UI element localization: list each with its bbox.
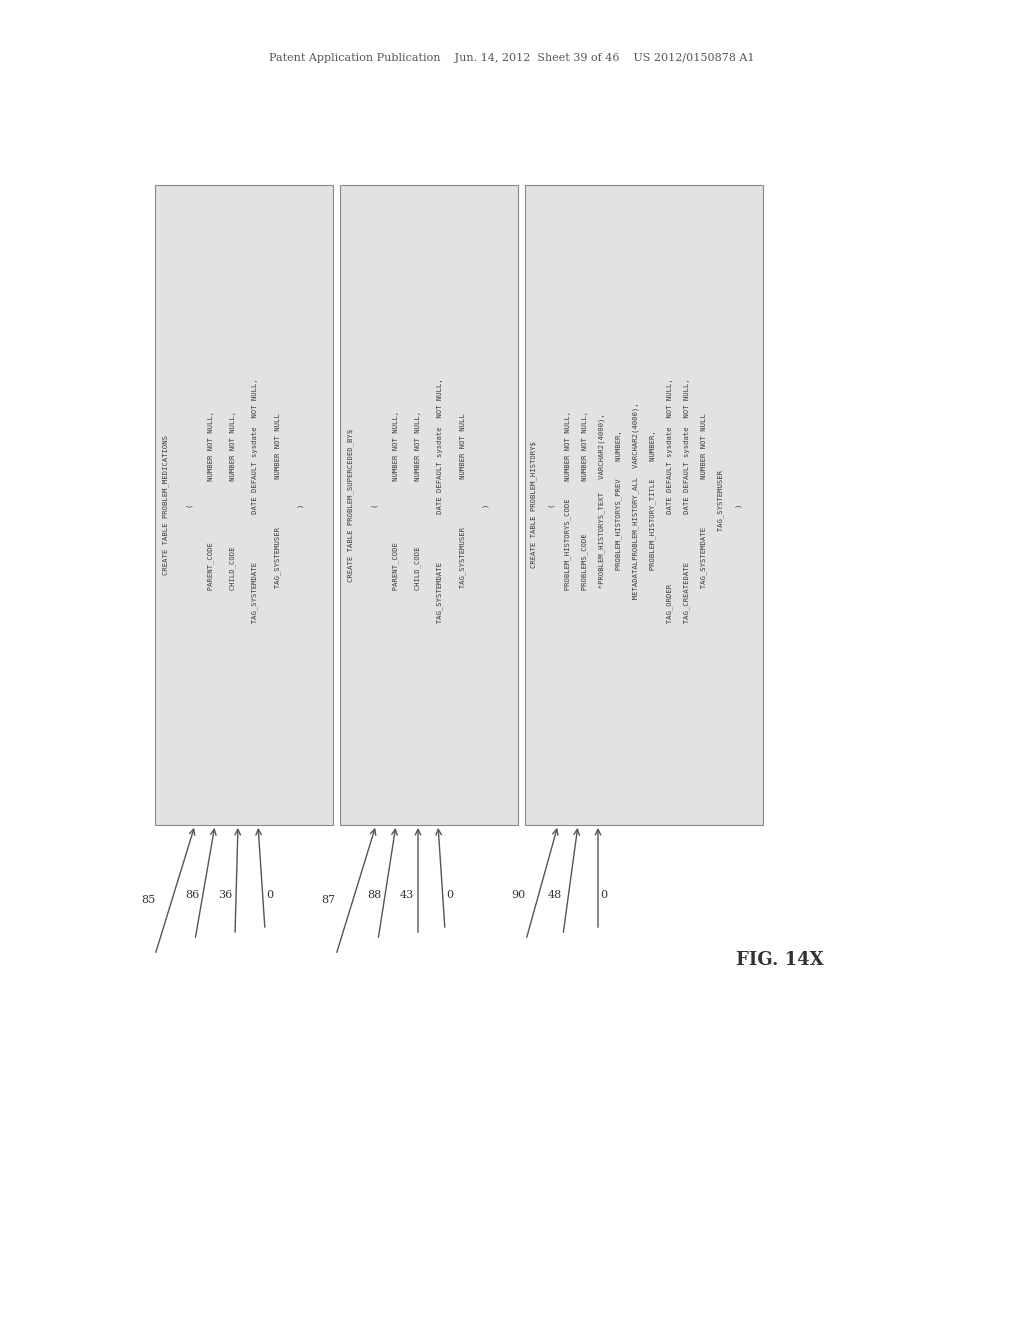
Text: TAG_SYSTEMDATE           NUMBER NOT NULL: TAG_SYSTEMDATE NUMBER NOT NULL [700,413,707,597]
Text: PARENT_CODE              NUMBER NOT NULL,: PARENT_CODE NUMBER NOT NULL, [392,411,399,599]
Bar [155,185,333,825]
Text: 36: 36 [218,890,232,900]
Text: FIG. 14X: FIG. 14X [736,950,824,969]
Text: PROBLEM_HISTORY_TITLE    NUMBER,: PROBLEM_HISTORY_TITLE NUMBER, [649,430,655,579]
Text: CHILD_CODE               NUMBER NOT NULL,: CHILD_CODE NUMBER NOT NULL, [415,411,421,599]
Text: (: ( [370,503,377,507]
Text: PROBLEM_HISTORYS_CODE    NUMBER NOT NULL,: PROBLEM_HISTORYS_CODE NUMBER NOT NULL, [564,411,570,599]
Bar [340,185,518,825]
Text: METADATALPROBLEM_HISTORY_ALL  VARCHAR2(4000),: METADATALPROBLEM_HISTORY_ALL VARCHAR2(40… [632,403,639,607]
Text: CHILD_CODE               NUMBER NOT NULL,: CHILD_CODE NUMBER NOT NULL, [229,411,237,599]
Text: 90: 90 [511,890,525,900]
Text: PARENT_CODE              NUMBER NOT NULL,: PARENT_CODE NUMBER NOT NULL, [207,411,214,599]
Text: TAG_SYSTEMUSER           NUMBER NOT NULL: TAG_SYSTEMUSER NUMBER NOT NULL [274,413,281,597]
Text: TAG_SYSTEMUSER: TAG_SYSTEMUSER [717,470,724,540]
Text: 48: 48 [548,890,562,900]
Text: TAG_SYSTEMDATE           DATE DEFAULT sysdate  NOT NULL,: TAG_SYSTEMDATE DATE DEFAULT sysdate NOT … [437,378,443,632]
Text: 43: 43 [400,890,414,900]
Text: ): ) [296,503,303,507]
Text: 87: 87 [321,895,335,906]
Text: TAG_CREATEDATE           DATE DEFAULT sysdate  NOT NULL,: TAG_CREATEDATE DATE DEFAULT sysdate NOT … [683,378,690,632]
Text: TAG_SYSTEMDATE           DATE DEFAULT sysdate  NOT NULL,: TAG_SYSTEMDATE DATE DEFAULT sysdate NOT … [252,378,258,632]
Bar [525,185,763,825]
Text: CREATE TABLE PROBLEM_MEDICATIONS: CREATE TABLE PROBLEM_MEDICATIONS [163,436,169,576]
Text: (: ( [185,503,191,507]
Text: 0: 0 [266,890,273,900]
Text: ): ) [481,503,487,507]
Text: 88: 88 [367,890,381,900]
Text: TAG_ORDER                DATE DEFAULT sysdate  NOT NULL,: TAG_ORDER DATE DEFAULT sysdate NOT NULL, [667,378,673,632]
Text: CREATE TABLE PROBLEM_HISTORY$: CREATE TABLE PROBLEM_HISTORY$ [530,442,537,569]
Text: 85: 85 [141,895,155,906]
Text: 0: 0 [600,890,607,900]
Text: 86: 86 [185,890,199,900]
Text: TAG_SYSTEMUSER           NUMBER NOT NULL: TAG_SYSTEMUSER NUMBER NOT NULL [459,413,466,597]
Text: ): ) [734,503,740,507]
Text: CREATE TABLE PROBLEM_SUPERCEDED_BY$: CREATE TABLE PROBLEM_SUPERCEDED_BY$ [348,429,354,582]
Text: Patent Application Publication    Jun. 14, 2012  Sheet 39 of 46    US 2012/01508: Patent Application Publication Jun. 14, … [269,53,755,63]
Text: (: ( [547,503,554,507]
Text: PROBLEM_HISTORYS_PREV    NUMBER,: PROBLEM_HISTORYS_PREV NUMBER, [615,430,622,579]
Text: 0: 0 [446,890,454,900]
Text: PROBLEMS_CODE            NUMBER NOT NULL,: PROBLEMS_CODE NUMBER NOT NULL, [582,411,588,599]
Text: *PROBLEM_HISTORYS_TEXT   VARCHAR2(4000),: *PROBLEM_HISTORYS_TEXT VARCHAR2(4000), [598,413,605,597]
